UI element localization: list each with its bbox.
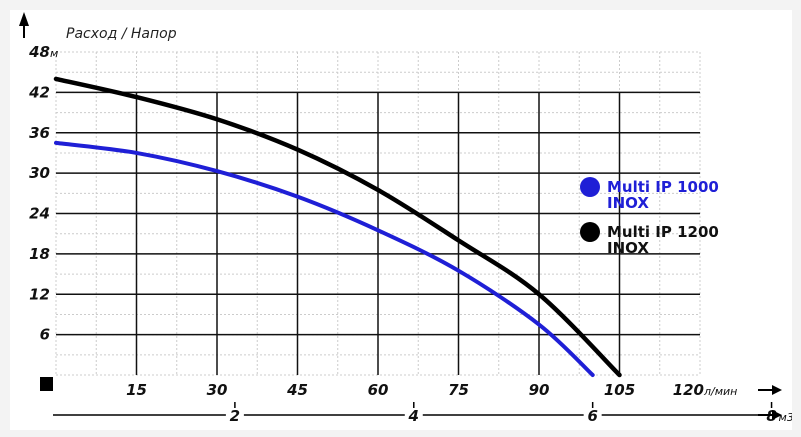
x2-tick-label: 2 [230,407,240,425]
chart-panel: 6 12 18 24 30 36 42 48 м 15 30 45 60 75 90 105 120 л/мин 2… [10,10,792,430]
origin-square [40,377,53,391]
legend-label: Multi IP 1200 [607,223,719,241]
x-tick-label: 75 [448,381,469,399]
legend-marker [580,177,600,197]
x-tick-label: 120 [673,381,704,399]
y-tick-label: 6 [40,326,50,344]
x2-tick-label: 6 [587,407,597,425]
x2-tick-label: 4 [408,407,419,425]
legend-label: Multi IP 1000 [607,178,719,196]
series-group [53,76,622,378]
x-tick-label: 15 [126,381,147,399]
x-tick-label: 45 [286,381,308,399]
x-tick-label: 60 [368,381,389,399]
y-tick-label: 30 [29,164,50,182]
x2-unit-label: м3/ч [779,411,792,424]
y-tick-label: 12 [29,285,50,303]
y-tick-label: 18 [29,245,50,263]
legend-marker [580,222,600,242]
chart-title: Расход / Напор [66,26,177,42]
curve-multi-ip-1000-inox [54,140,595,377]
y-axis-arrow-icon [19,12,29,26]
x-unit-label: л/мин [703,385,737,398]
y-tick-label: 24 [29,205,50,223]
legend-label: INOX [607,239,649,257]
y-unit-label: м [50,47,58,60]
x2-axis-arrow-icon [772,410,782,420]
y-tick-label: 42 [28,83,50,101]
legend-label: INOX [607,194,649,212]
x-axis-arrow-icon [772,385,782,395]
y-tick-label: 36 [29,124,50,142]
x-tick-label: 30 [207,381,228,399]
x-tick-label: 105 [604,381,635,399]
x-tick-label: 90 [529,381,550,399]
y-tick-label: 48 [28,43,50,61]
curve-multi-ip-1200-inox [53,76,622,378]
